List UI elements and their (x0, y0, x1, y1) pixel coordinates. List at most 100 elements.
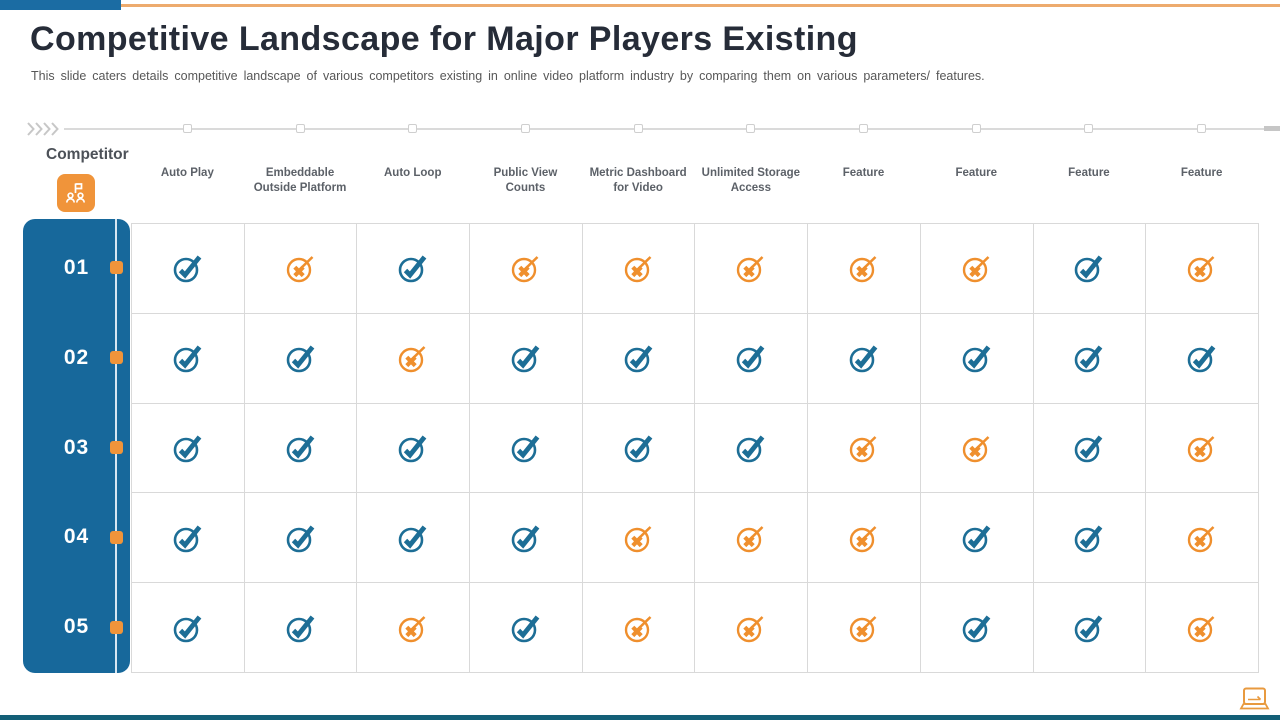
feature-cell (132, 583, 245, 673)
column-header: Unlimited Storage Access (701, 167, 801, 194)
feature-cell (695, 493, 809, 584)
check-circle-icon (511, 525, 540, 553)
cross-circle-icon (737, 525, 764, 552)
page-title: Competitive Landscape for Major Players … (30, 20, 858, 58)
cross-circle-icon (624, 256, 652, 283)
feature-cell (1146, 313, 1259, 404)
feature-cell (357, 493, 471, 584)
feature-cell (244, 493, 358, 584)
feature-cell (808, 493, 921, 584)
column-header: Auto Play (160, 167, 214, 179)
cross-circle-icon (849, 525, 877, 552)
column-header: Public View Counts (493, 167, 558, 194)
feature-cell (244, 403, 358, 494)
check-circle-icon (398, 525, 427, 553)
feature-cell (244, 313, 358, 404)
timeline-line (64, 128, 1280, 130)
check-circle-icon (173, 255, 202, 283)
cross-circle-icon (1187, 615, 1215, 642)
laptop-icon (1237, 687, 1271, 718)
feature-cell (920, 224, 1034, 314)
feature-cell (582, 403, 696, 494)
cross-circle-icon (849, 256, 877, 283)
cross-circle-icon (737, 615, 764, 642)
column-header: Feature (1180, 167, 1223, 179)
column-header: Feature (842, 167, 885, 179)
check-circle-icon (173, 525, 202, 553)
feature-cell (357, 224, 471, 314)
feature-cell (695, 224, 809, 314)
comparison-grid (131, 223, 1259, 673)
feature-cell (808, 313, 921, 404)
feature-cell (695, 403, 809, 494)
cross-circle-icon (737, 256, 764, 283)
feature-cell (357, 313, 471, 404)
feature-cell (1033, 403, 1147, 494)
column-header: Embeddable Outside Platform (253, 167, 347, 194)
feature-cell (920, 403, 1034, 494)
check-circle-icon (511, 435, 540, 463)
cross-circle-icon (624, 615, 652, 642)
feature-cell (244, 583, 358, 673)
timeline-end-cap (1264, 126, 1280, 131)
feature-cell (695, 583, 809, 673)
feature-cell (808, 224, 921, 314)
check-circle-icon (511, 615, 540, 642)
feature-cell (1146, 224, 1259, 314)
cross-circle-icon (286, 256, 313, 283)
check-circle-icon (624, 435, 653, 463)
check-circle-icon (1075, 255, 1103, 283)
check-circle-icon (1075, 615, 1103, 642)
feature-cell (582, 313, 696, 404)
competitor-axis-label: Competitor (46, 146, 129, 163)
top-accent-bar (0, 0, 121, 10)
feature-cell (920, 313, 1034, 404)
cross-circle-icon (962, 436, 990, 463)
check-circle-icon (737, 345, 765, 373)
check-circle-icon (1187, 345, 1216, 373)
cross-circle-icon (399, 615, 426, 642)
cross-circle-icon (511, 256, 539, 283)
feature-cell (132, 313, 245, 404)
feature-cell (132, 403, 245, 494)
feature-cell (1033, 224, 1147, 314)
check-circle-icon (624, 345, 653, 373)
column-header: Feature (1068, 167, 1110, 179)
cross-circle-icon (849, 436, 877, 463)
feature-cell (470, 224, 583, 314)
check-circle-icon (173, 435, 202, 463)
column-header: Auto Loop (384, 167, 442, 179)
feature-cell (470, 313, 583, 404)
check-circle-icon (173, 345, 202, 373)
check-circle-icon (1075, 525, 1103, 553)
check-circle-icon (173, 615, 202, 642)
feature-cell (132, 493, 245, 584)
slide-subtitle: This slide caters details competitive la… (31, 69, 985, 83)
cross-circle-icon (399, 346, 426, 373)
check-circle-icon (1075, 345, 1103, 373)
check-circle-icon (737, 435, 765, 463)
feature-cell (920, 493, 1034, 584)
feature-cell (582, 493, 696, 584)
feature-cell (920, 583, 1034, 673)
cross-circle-icon (849, 615, 877, 642)
chevrons-right-icon (27, 122, 61, 141)
check-circle-icon (398, 435, 427, 463)
check-circle-icon (398, 255, 427, 283)
feature-cell (1033, 493, 1147, 584)
cross-circle-icon (624, 525, 652, 552)
org-team-flag-icon (57, 174, 95, 212)
check-circle-icon (1075, 435, 1103, 463)
feature-cell (244, 224, 358, 314)
cross-circle-icon (1187, 525, 1215, 552)
feature-cell (132, 224, 245, 314)
feature-cell (1033, 313, 1147, 404)
feature-cell (1146, 493, 1259, 584)
feature-cell (808, 403, 921, 494)
feature-cell (470, 403, 583, 494)
bottom-accent-bar (0, 715, 1280, 720)
feature-cell (582, 583, 696, 673)
column-header: Metric Dashboard for Video (589, 167, 687, 194)
check-circle-icon (511, 345, 540, 373)
